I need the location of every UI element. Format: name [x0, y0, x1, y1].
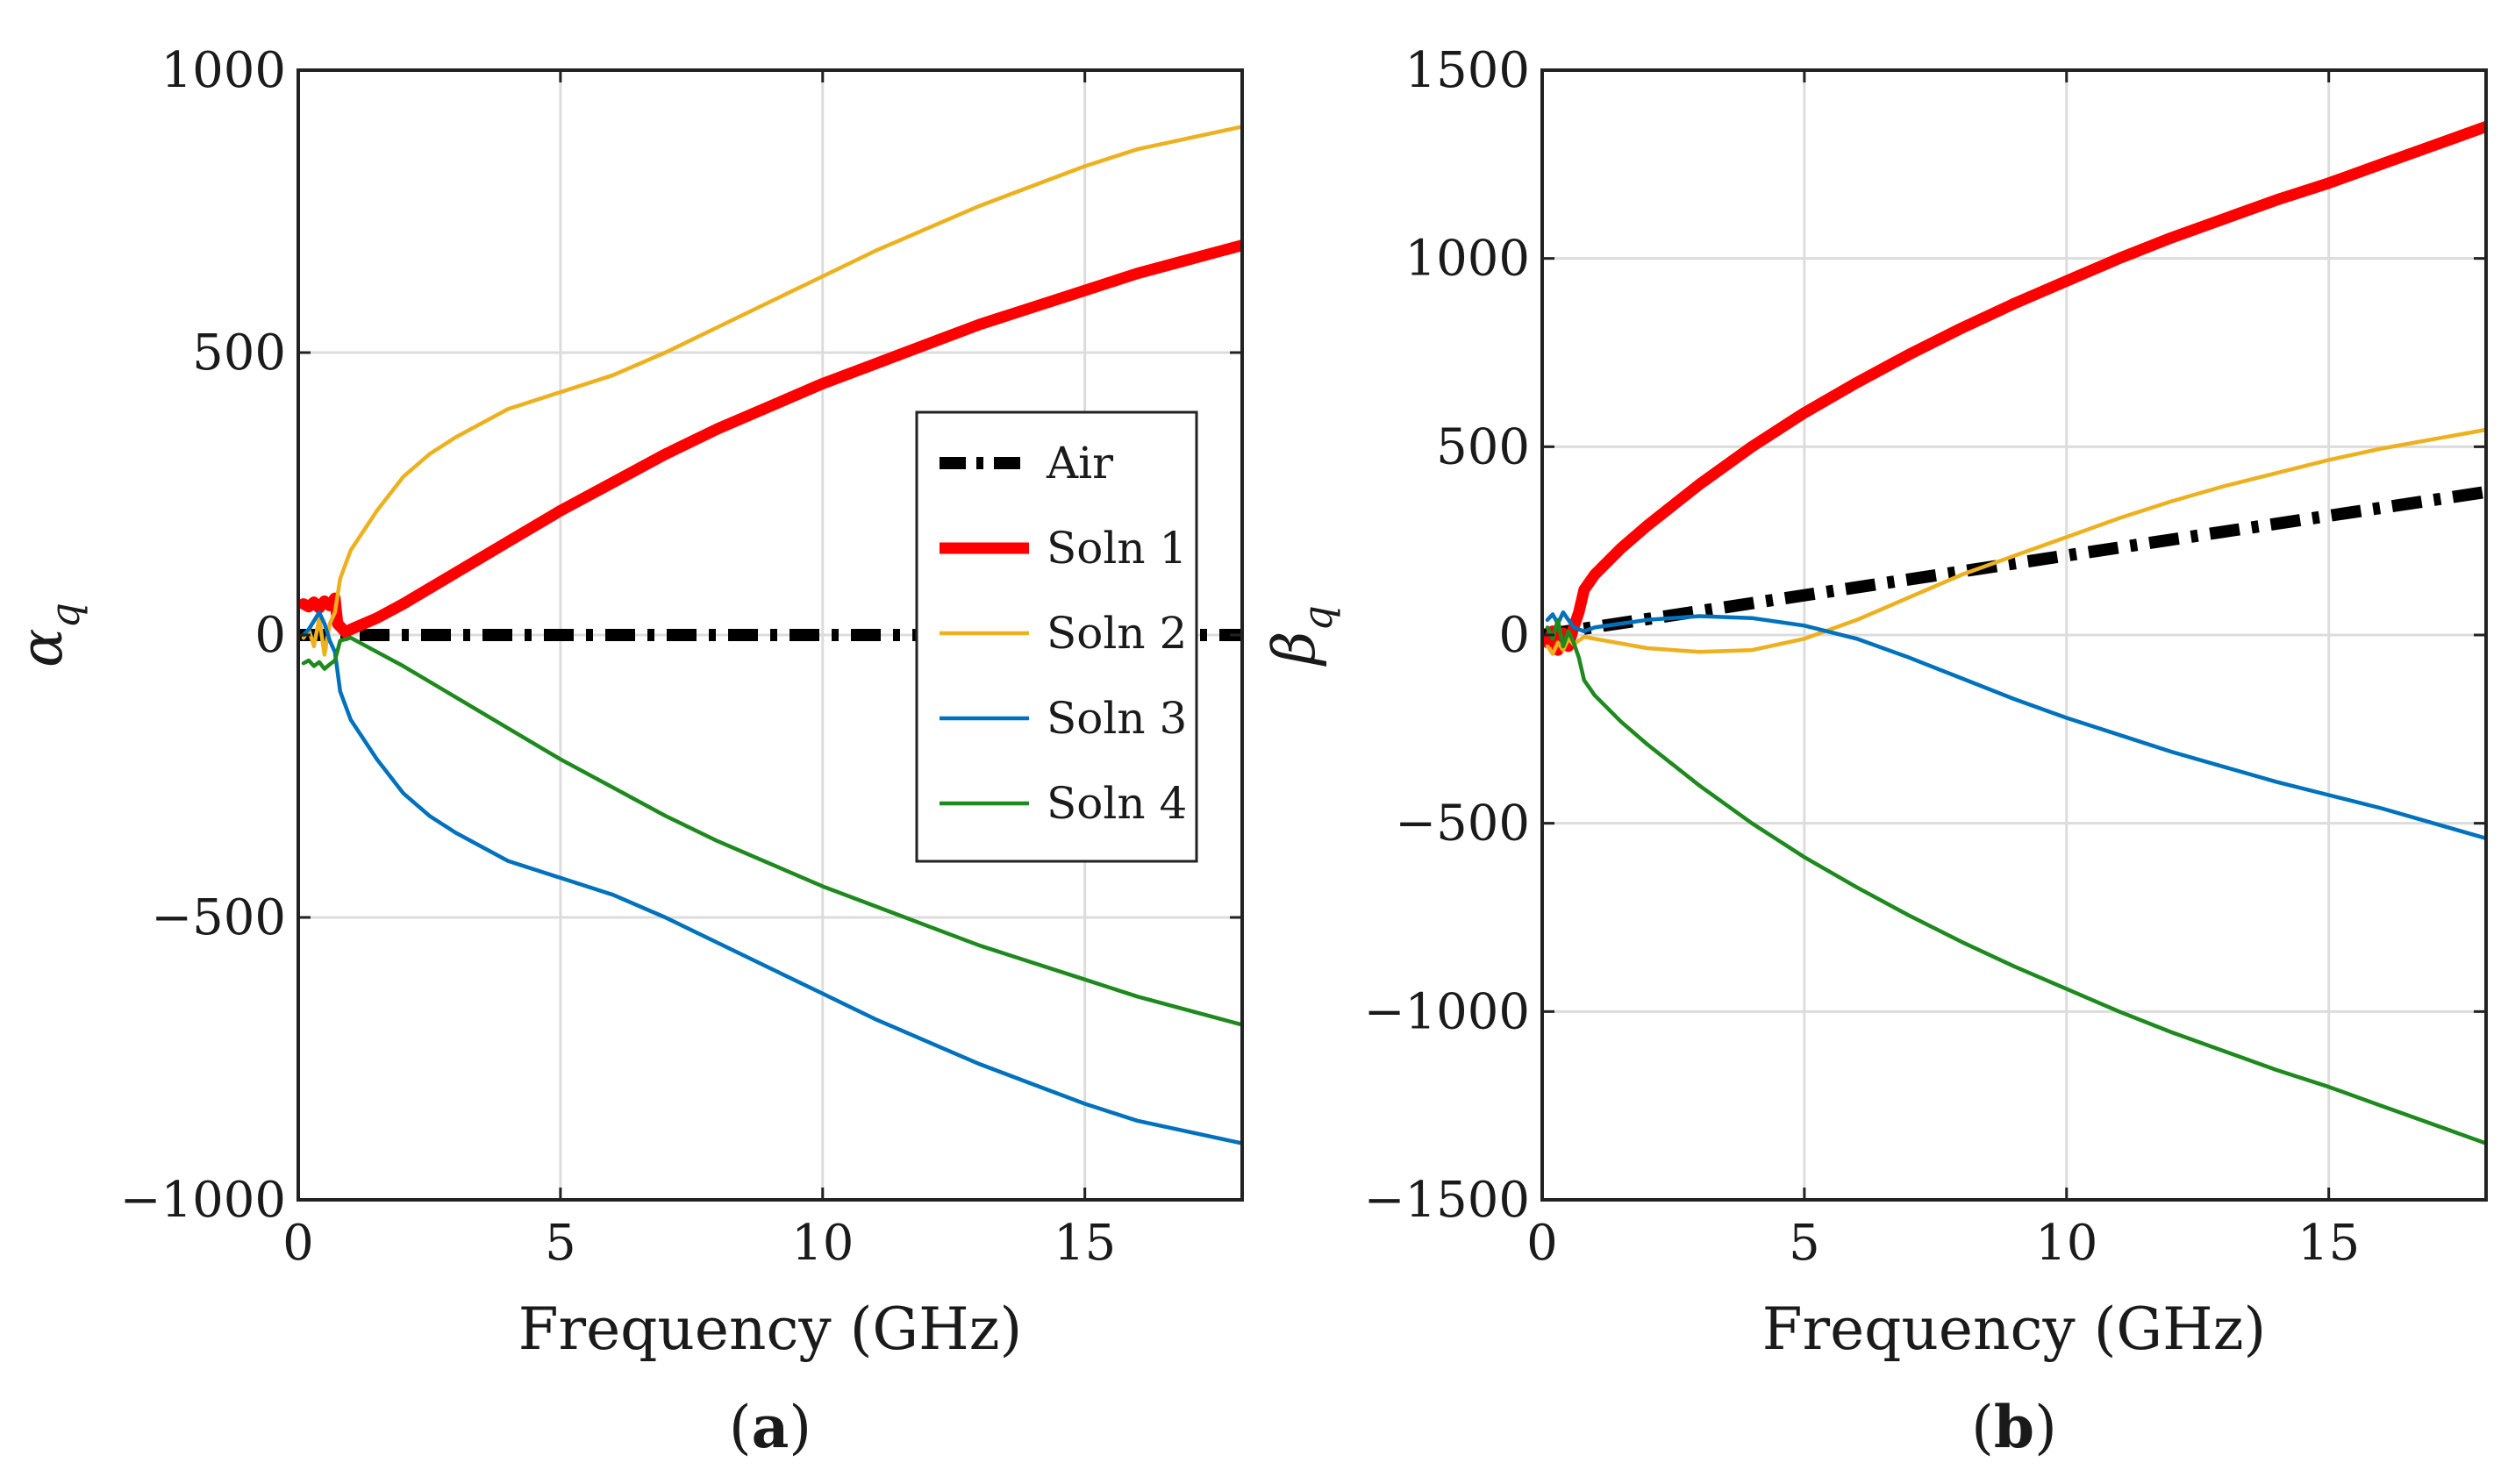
- x-tick-label: 15: [2297, 1215, 2360, 1272]
- y-tick-label: 0: [1498, 607, 1530, 664]
- caption-letter: b: [1994, 1393, 2034, 1461]
- y-axis-label: βq: [1261, 605, 1341, 667]
- y-axis-label: αq: [8, 603, 89, 667]
- legend-label: Air: [1046, 438, 1113, 489]
- y-tick-label: −500: [151, 889, 286, 946]
- x-tick-label: 0: [282, 1215, 314, 1272]
- y-tick-label: −500: [1395, 796, 1530, 853]
- caption-paren-open: (: [729, 1394, 752, 1461]
- y-tick-label: 1500: [1404, 42, 1530, 99]
- y-tick-label: −1000: [120, 1172, 286, 1229]
- series-layer: [1542, 120, 2486, 1145]
- y-tick-label: 0: [254, 607, 286, 664]
- panel-a: 0 5 10 15 −1000 −500 0 500 1000 Frequency (GHz) αq…: [8, 42, 1244, 1461]
- y-tick-label: 500: [192, 325, 286, 382]
- y-tick-label: −1000: [1364, 983, 1530, 1040]
- series-line-soln-2: [301, 125, 1242, 657]
- series-line-soln-2: [1545, 427, 2486, 656]
- y-tick-label: −1500: [1364, 1172, 1530, 1229]
- y-axis-subscript: q: [1294, 605, 1341, 631]
- legend-label: Soln 1: [1047, 523, 1187, 574]
- caption-letter: a: [752, 1393, 790, 1461]
- panel-b: 0 5 10 15 −1500 −1000 −500 0 500 1000 1500 Frequenc…: [1261, 42, 2488, 1461]
- caption-paren-close: ): [789, 1394, 811, 1461]
- caption-paren-close: ): [2034, 1394, 2057, 1461]
- x-tick-label: 10: [791, 1215, 854, 1272]
- x-tick-label: 5: [545, 1215, 576, 1272]
- series-line-air: [1542, 485, 2486, 641]
- legend-box: [915, 410, 1198, 863]
- legend-label: Soln 2: [1047, 608, 1187, 659]
- x-axis-label: Frequency (GHz): [1762, 1295, 2267, 1363]
- y-axis-subscript: q: [41, 603, 89, 628]
- panel-caption: (a): [729, 1393, 811, 1461]
- series-line-soln-4: [1545, 617, 2486, 1145]
- panel-caption: (b): [1971, 1393, 2057, 1461]
- x-tick-label: 5: [1789, 1215, 1820, 1272]
- series-line-soln-4: [301, 635, 1242, 1027]
- legend-label: Soln 3: [1047, 693, 1187, 744]
- y-axis-symbol: β: [1261, 631, 1328, 667]
- x-tick-label: 15: [1054, 1215, 1116, 1272]
- series-line-soln-3: [1545, 610, 2486, 841]
- y-axis-symbol: α: [8, 628, 75, 667]
- x-tick-label: 10: [2035, 1215, 2097, 1272]
- x-axis-label: Frequency (GHz): [518, 1295, 1023, 1363]
- y-tick-label: 500: [1436, 418, 1530, 475]
- legend: Air Soln 1 Soln 2 Soln 3 Soln 4: [915, 410, 1198, 863]
- caption-paren-open: (: [1971, 1394, 1994, 1461]
- series-line-soln-3: [301, 610, 1242, 1145]
- series-line-soln-1: [298, 239, 1242, 639]
- series-layer: [298, 125, 1242, 1145]
- legend-label: Soln 4: [1047, 778, 1187, 829]
- y-tick-label: 1000: [161, 42, 286, 99]
- y-tick-label: 1000: [1404, 231, 1530, 288]
- x-tick-label: 0: [1526, 1215, 1558, 1272]
